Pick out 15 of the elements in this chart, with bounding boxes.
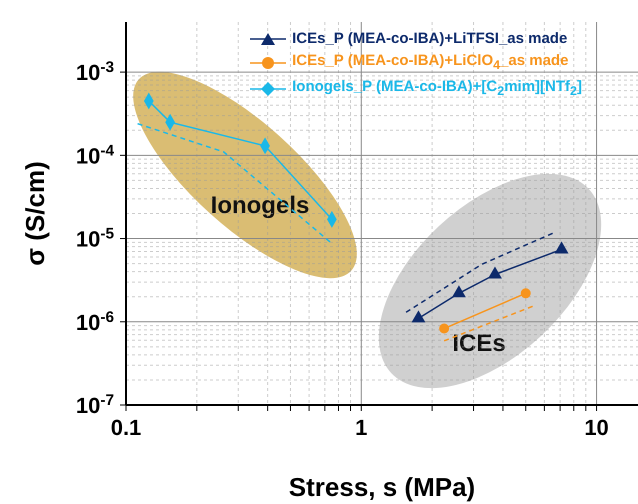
x-tick-label: 1 [355,415,368,440]
y-tick-label: 10$^{-5}$ [76,225,114,252]
y-tick-label: 10$^{-6}$ [76,308,114,335]
annotation: ICEs [452,330,506,357]
x-axis-title: Stress, s (MPa) [288,472,476,502]
y-tick-label: 10$^{-7}$ [76,392,114,418]
x-tick-label: 0.1 [110,415,142,440]
annotation: Ionogels [210,192,310,219]
legend-label: ICEs_P (MEA-co-IBA)+LiTFSI_as made [292,29,568,49]
legend-label: Ionogels_P (MEA-co-IBA)+[C$_{2}$mim][NTf$_{2}$] [292,77,582,100]
y-tick-label: 10$^{-3}$ [76,58,114,86]
x-tick-label: 10 [584,415,609,440]
y-tick-label: 10$^{-4}$ [76,142,114,168]
y-axis-title: σ (S/cm) [20,161,50,266]
legend-label: ICEs_P (MEA-co-IBA)+LiClO$_{4}$_as made [292,51,568,74]
